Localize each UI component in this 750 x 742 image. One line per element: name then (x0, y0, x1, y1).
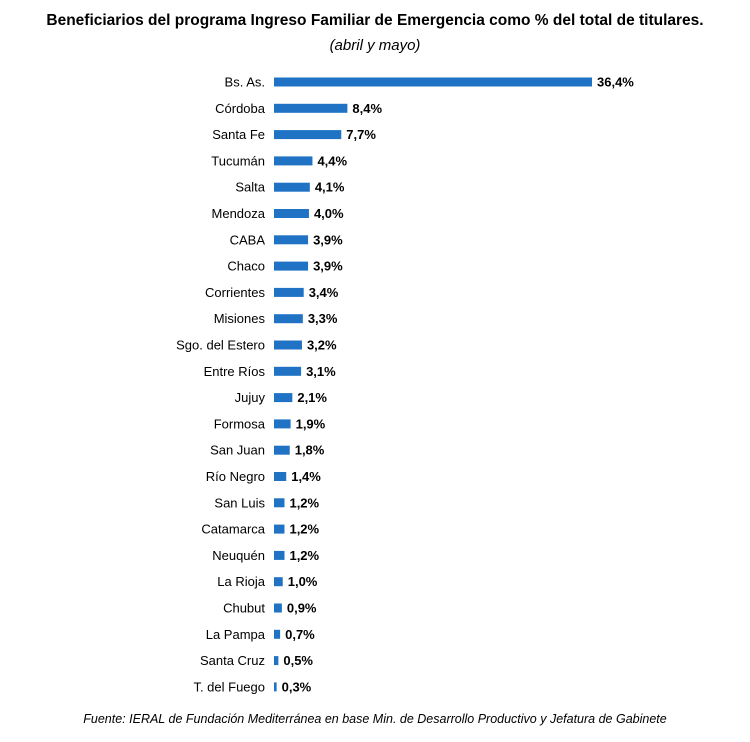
bar (274, 419, 291, 429)
bar (274, 103, 348, 113)
bar (274, 445, 290, 455)
value-label: 3,3% (308, 311, 338, 326)
category-label: La Pampa (206, 627, 266, 642)
category-label: T. del Fuego (193, 679, 265, 694)
bar (274, 682, 277, 692)
value-label: 1,2% (289, 548, 319, 563)
value-label: 3,1% (306, 364, 336, 379)
bar (274, 182, 310, 192)
value-label: 8,4% (352, 101, 382, 116)
category-label: Salta (235, 180, 265, 195)
value-label: 1,2% (289, 522, 319, 537)
value-label: 1,2% (289, 495, 319, 510)
value-label: 1,8% (295, 443, 325, 458)
bar (274, 656, 279, 666)
category-label: Chaco (227, 259, 265, 274)
category-label: San Juan (210, 443, 265, 458)
value-label: 4,1% (315, 180, 345, 195)
value-label: 3,9% (313, 259, 343, 274)
category-label: Entre Ríos (204, 364, 266, 379)
value-label: 0,5% (283, 653, 313, 668)
category-label: Chubut (223, 601, 265, 616)
category-label: Neuquén (212, 548, 265, 563)
value-label: 4,0% (314, 206, 344, 221)
value-label: 7,7% (346, 127, 376, 142)
value-label: 0,3% (282, 679, 312, 694)
source-note: Fuente: IERAL de Fundación Mediterránea … (83, 712, 667, 726)
bar (274, 287, 304, 297)
value-label: 3,9% (313, 232, 343, 247)
value-label: 2,1% (297, 390, 327, 405)
chart-subtitle: (abril y mayo) (329, 37, 421, 54)
bar (274, 261, 309, 271)
value-label: 3,2% (307, 338, 337, 353)
value-label: 1,0% (288, 574, 318, 589)
bar (274, 77, 592, 87)
category-label: Bs. As. (225, 75, 265, 90)
value-label: 0,9% (287, 601, 317, 616)
bar (274, 156, 313, 166)
category-label: Mendoza (212, 206, 266, 221)
value-label: 0,7% (285, 627, 315, 642)
bar (274, 550, 285, 560)
value-label: 36,4% (597, 75, 634, 90)
chart-title: Beneficiarios del programa Ingreso Famil… (46, 12, 704, 29)
bar (274, 629, 281, 639)
value-label: 1,9% (296, 416, 326, 431)
bar (274, 472, 287, 481)
bar (274, 577, 283, 587)
value-label: 1,4% (291, 469, 321, 484)
category-label: Catamarca (201, 522, 265, 537)
category-label: Jujuy (235, 390, 266, 405)
category-label: Corrientes (205, 285, 265, 300)
category-label: San Luis (214, 495, 265, 510)
category-label: La Rioja (217, 574, 265, 589)
category-label: Tucumán (211, 153, 265, 168)
category-label: Córdoba (215, 101, 266, 116)
bar (274, 603, 282, 613)
category-label: CABA (230, 232, 266, 247)
category-label: Sgo. del Estero (176, 338, 265, 353)
bar (274, 314, 303, 324)
value-label: 4,4% (317, 153, 347, 168)
bar (274, 366, 302, 376)
category-label: Santa Fe (212, 127, 265, 142)
bar (274, 340, 302, 350)
bar (274, 130, 342, 140)
category-label: Santa Cruz (200, 653, 265, 668)
category-label: Río Negro (206, 469, 265, 484)
bar (274, 393, 293, 403)
value-label: 3,4% (309, 285, 339, 300)
category-label: Misiones (214, 311, 266, 326)
bar (274, 498, 285, 508)
bar (274, 524, 285, 534)
bar (274, 209, 309, 218)
bar (274, 235, 309, 245)
category-label: Formosa (214, 416, 266, 431)
